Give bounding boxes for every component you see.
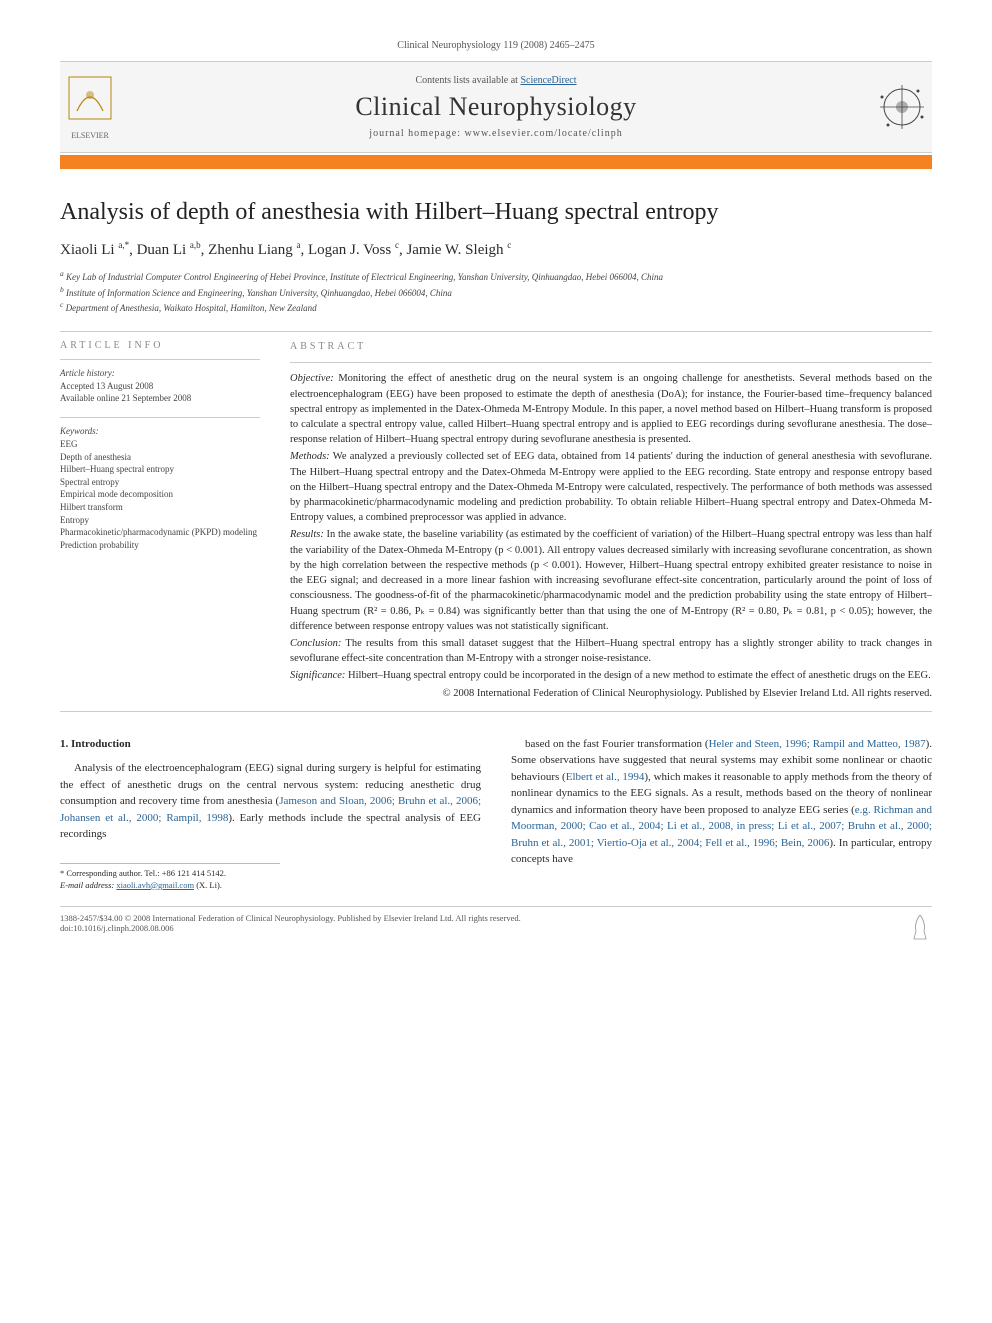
keyword: Empirical mode decomposition <box>60 488 260 501</box>
article-title: Analysis of depth of anesthesia with Hil… <box>60 199 932 226</box>
elsevier-logo: ELSEVIER <box>60 72 120 142</box>
elsevier-tree-icon <box>908 913 932 943</box>
sciencedirect-link[interactable]: ScienceDirect <box>520 75 576 86</box>
keyword: Spectral entropy <box>60 476 260 489</box>
keyword: Hilbert–Huang spectral entropy <box>60 463 260 476</box>
keyword: Entropy <box>60 514 260 527</box>
keywords-label: Keywords: <box>60 426 260 436</box>
corresponding-footnote: * Corresponding author. Tel.: +86 121 41… <box>60 863 280 892</box>
divider <box>60 711 932 712</box>
affiliation: b Institute of Information Science and E… <box>60 285 932 300</box>
keyword: Pharmacokinetic/pharmacodynamic (PKPD) m… <box>60 526 260 539</box>
history-label: Article history: <box>60 368 260 378</box>
affiliations: a Key Lab of Industrial Computer Control… <box>60 269 932 315</box>
accent-bar <box>60 155 932 169</box>
info-heading: ARTICLE INFO <box>60 340 260 351</box>
affiliation: a Key Lab of Industrial Computer Control… <box>60 269 932 284</box>
email-link[interactable]: xiaoli.avh@gmail.com <box>116 880 194 890</box>
history-line: Available online 21 September 2008 <box>60 392 260 405</box>
abstract: ABSTRACT Objective: Monitoring the effec… <box>290 340 932 703</box>
authors: Xiaoli Li a,*, Duan Li a,b, Zhenhu Liang… <box>60 240 932 259</box>
keyword: Prediction probability <box>60 539 260 552</box>
keyword: EEG <box>60 438 260 451</box>
history-line: Accepted 13 August 2008 <box>60 380 260 393</box>
journal-title: Clinical Neurophysiology <box>120 92 872 122</box>
masthead: ELSEVIER Contents lists available at Sci… <box>60 61 932 153</box>
journal-logo <box>872 72 932 142</box>
keyword: Hilbert transform <box>60 501 260 514</box>
abstract-heading: ABSTRACT <box>290 340 932 355</box>
keyword: Depth of anesthesia <box>60 451 260 464</box>
contents-line: Contents lists available at ScienceDirec… <box>120 75 872 86</box>
copyright: © 2008 International Federation of Clini… <box>290 686 932 701</box>
section-heading: 1. Introduction <box>60 736 481 753</box>
running-head: Clinical Neurophysiology 119 (2008) 2465… <box>60 40 932 51</box>
journal-homepage: journal homepage: www.elsevier.com/locat… <box>120 128 872 139</box>
affiliation: c Department of Anesthesia, Waikato Hosp… <box>60 300 932 315</box>
article-info: ARTICLE INFO Article history: Accepted 1… <box>60 340 260 703</box>
page-footer: 1388-2457/$34.00 © 2008 International Fe… <box>60 906 932 943</box>
body-text: 1. Introduction Analysis of the electroe… <box>60 736 932 892</box>
divider <box>60 331 932 332</box>
